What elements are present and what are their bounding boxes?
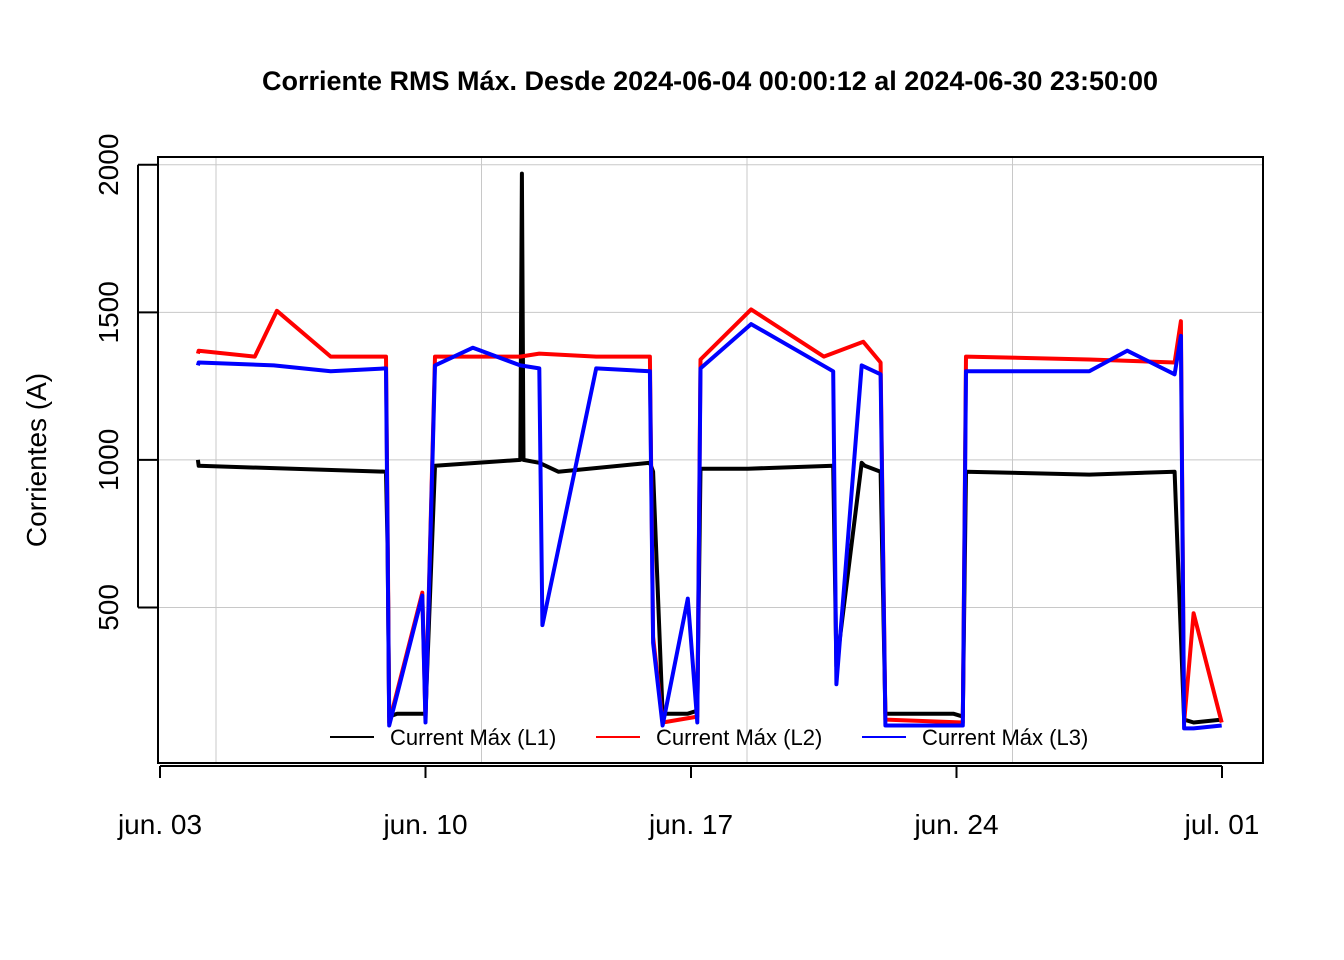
series-line-l3 — [195, 322, 1222, 731]
series-layer — [195, 171, 1224, 731]
y-tick-label: 1000 — [93, 429, 124, 491]
legend-entry: Current Máx (L1) — [390, 725, 556, 750]
y-axis-label: Corrientes (A) — [21, 373, 52, 547]
y-tick-label: 1500 — [93, 281, 124, 343]
legend-entry: Current Máx (L3) — [922, 725, 1088, 750]
y-tick-label: 500 — [93, 584, 124, 631]
x-tick-label: jun. 24 — [913, 809, 998, 840]
grid — [158, 157, 1263, 763]
series-line-l1 — [195, 171, 1222, 725]
x-tick-label: jun. 17 — [648, 809, 733, 840]
x-tick-label: jun. 03 — [117, 809, 202, 840]
x-tick-label: jun. 10 — [382, 809, 467, 840]
chart-title: Corriente RMS Máx. Desde 2024-06-04 00:0… — [262, 66, 1158, 96]
y-axis: 500 1000 1500 2000 — [93, 134, 158, 631]
legend-entry: Current Máx (L2) — [656, 725, 822, 750]
x-tick-label: jul. 01 — [1184, 809, 1260, 840]
y-tick-label: 2000 — [93, 134, 124, 196]
legend: Current Máx (L1) Current Máx (L2) Current … — [330, 725, 1088, 750]
x-axis: jun. 03 jun. 10 jun. 17 jun. 24 jul. 01 — [117, 765, 1260, 840]
